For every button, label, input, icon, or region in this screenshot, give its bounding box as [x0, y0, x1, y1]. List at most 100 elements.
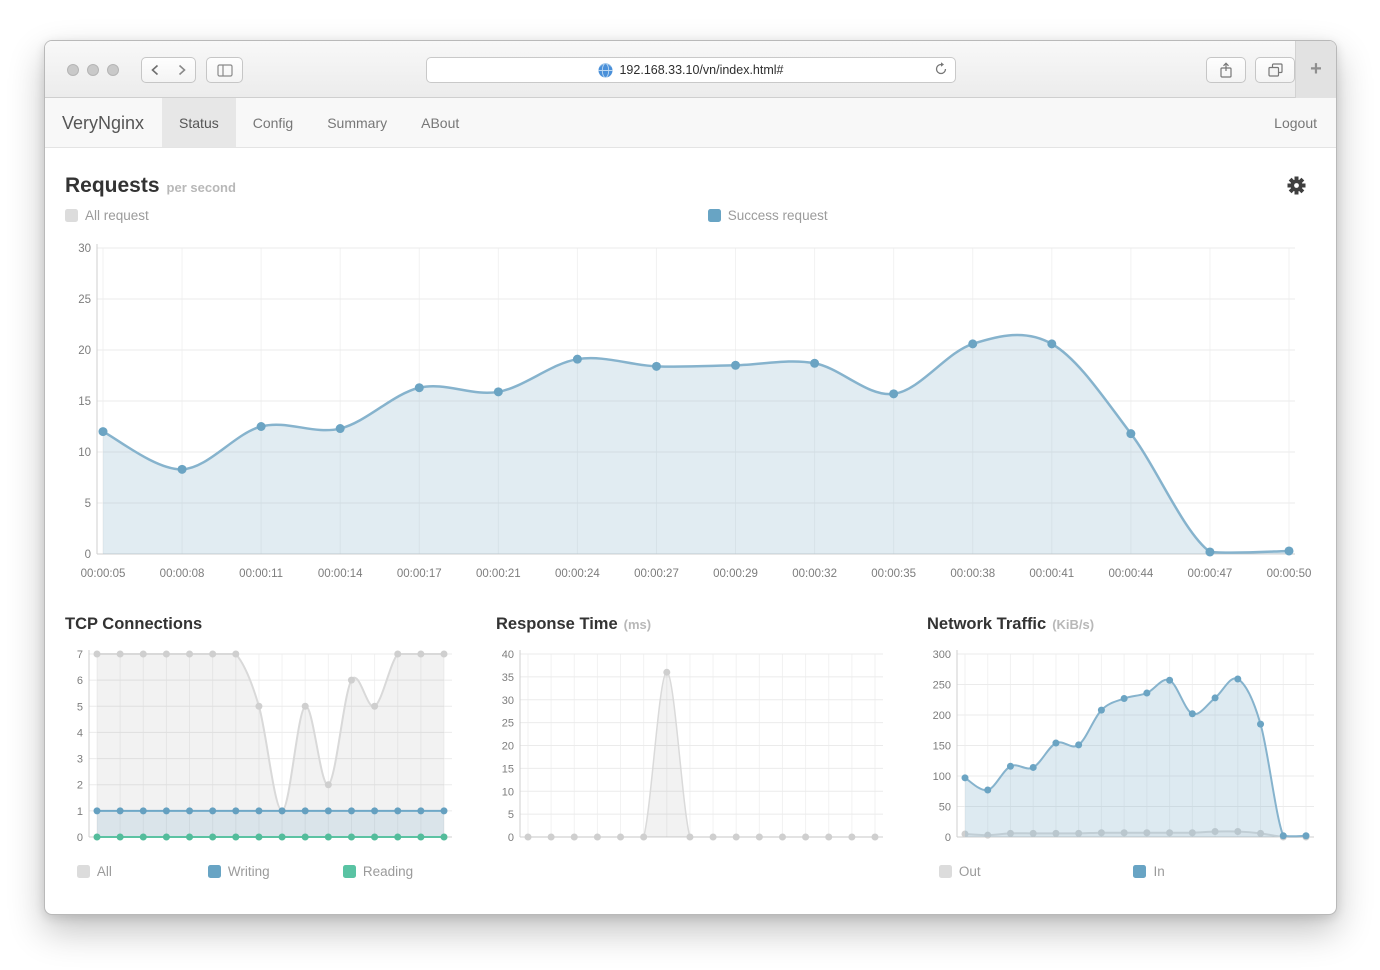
svg-text:7: 7: [77, 649, 83, 661]
svg-text:00:00:35: 00:00:35: [871, 568, 916, 580]
new-tab-button[interactable]: +: [1295, 41, 1336, 98]
legend-item-in[interactable]: In: [1133, 864, 1165, 879]
tcp-chart-svg: 0 1 2 3 4 5 6 7: [77, 649, 452, 844]
requests-header: Requests per second: [65, 174, 1318, 198]
nav-item-status[interactable]: Status: [162, 98, 236, 147]
svg-text:30: 30: [78, 243, 91, 255]
nav-item-summary[interactable]: Summary: [327, 115, 388, 131]
address-bar[interactable]: 192.168.33.10/vn/index.html#: [426, 57, 956, 83]
nav-item-about[interactable]: ABout: [421, 115, 460, 131]
svg-text:150: 150: [933, 741, 951, 753]
svg-text:5: 5: [77, 701, 83, 713]
svg-text:00:00:38: 00:00:38: [950, 568, 995, 580]
plus-icon: +: [1310, 58, 1322, 80]
minimize-window-button[interactable]: [87, 64, 99, 76]
tcp-chart: 0 1 2 3 4 5 6 7: [65, 644, 462, 854]
legend-item-writing[interactable]: Writing: [207, 864, 270, 879]
zoom-window-button[interactable]: [107, 64, 119, 76]
svg-text:3: 3: [77, 754, 83, 766]
svg-text:5: 5: [508, 809, 514, 821]
reload-button[interactable]: [934, 62, 948, 79]
svg-text:00:00:05: 00:00:05: [81, 568, 126, 580]
legend-item-all-request[interactable]: All request: [65, 208, 149, 223]
forward-button[interactable]: [168, 57, 196, 83]
svg-text:00:00:24: 00:00:24: [555, 568, 600, 580]
back-button[interactable]: [141, 57, 169, 83]
settings-gear-button[interactable]: [1287, 176, 1306, 200]
svg-text:00:00:29: 00:00:29: [713, 568, 758, 580]
share-icon: [1220, 62, 1232, 78]
svg-text:00:00:14: 00:00:14: [318, 568, 363, 580]
svg-text:0: 0: [945, 832, 951, 844]
svg-text:100: 100: [933, 771, 951, 783]
network-legend: Out In: [927, 864, 1324, 886]
requests-subtitle: per second: [166, 180, 236, 195]
svg-text:40: 40: [502, 649, 514, 661]
nav-item-config[interactable]: Config: [252, 115, 294, 131]
legend-label: All: [96, 864, 112, 879]
legend-label: Success request: [727, 208, 828, 223]
svg-text:00:00:08: 00:00:08: [160, 568, 205, 580]
svg-text:15: 15: [502, 763, 514, 775]
network-chart: 0 50 100 150 200 250 300: [927, 644, 1324, 854]
network-traffic-panel: Network Traffic (KiB/s) 0 50 100 150 200 250 3…: [927, 615, 1324, 886]
legend-item-all[interactable]: All: [76, 864, 112, 879]
gear-icon: [1287, 176, 1306, 195]
legend-swatch: [938, 865, 952, 878]
chevron-right-icon: [178, 64, 186, 76]
legend-swatch: [76, 865, 90, 878]
svg-text:00:00:27: 00:00:27: [634, 568, 679, 580]
svg-text:00:00:41: 00:00:41: [1029, 568, 1074, 580]
network-title: Network Traffic: [927, 615, 1047, 633]
legend-label: Out: [958, 864, 981, 879]
browser-toolbar: 192.168.33.10/vn/index.html# +: [45, 41, 1336, 98]
legend-item-out[interactable]: Out: [938, 864, 981, 879]
url-text: 192.168.33.10/vn/index.html#: [619, 63, 784, 77]
svg-text:200: 200: [933, 710, 951, 722]
legend-swatch: [207, 865, 221, 878]
brand-veryNginx[interactable]: VeryNginx: [62, 113, 145, 133]
svg-text:300: 300: [933, 649, 951, 661]
svg-text:00:00:21: 00:00:21: [476, 568, 521, 580]
legend-swatch: [707, 209, 721, 222]
response-time-panel: Response Time (ms) 0 5 10 15 20 25 30 35 40: [496, 615, 893, 886]
svg-text:20: 20: [78, 345, 91, 357]
sidebar-toggle-button[interactable]: [206, 57, 243, 83]
svg-text:00:00:44: 00:00:44: [1108, 568, 1153, 580]
svg-text:10: 10: [502, 786, 514, 798]
svg-text:50: 50: [939, 802, 951, 814]
close-window-button[interactable]: [67, 64, 79, 76]
legend-item-success-request[interactable]: Success request: [707, 208, 828, 223]
tabs-icon: [1267, 63, 1283, 77]
requests-title: Requests: [65, 174, 160, 197]
share-button[interactable]: [1206, 57, 1246, 83]
tcp-connections-panel: TCP Connections 0 1 2 3 4 5 6 7 All Writing Readi…: [65, 615, 462, 886]
window-controls: [67, 64, 119, 76]
svg-text:10: 10: [78, 447, 91, 459]
requests-legend: All request Success request: [65, 208, 1318, 234]
app-navbar: VeryNginx Status Config Summary ABout Lo…: [45, 98, 1336, 148]
tab-overview-button[interactable]: [1255, 57, 1295, 83]
legend-item-reading[interactable]: Reading: [342, 864, 414, 879]
small-charts-row: TCP Connections 0 1 2 3 4 5 6 7 All Writing Readi…: [65, 615, 1318, 886]
legend-label: Reading: [362, 864, 414, 879]
svg-text:5: 5: [85, 498, 91, 510]
svg-text:20: 20: [502, 741, 514, 753]
svg-text:00:00:50: 00:00:50: [1267, 568, 1312, 580]
svg-text:15: 15: [78, 396, 91, 408]
tcp-title: TCP Connections: [65, 615, 203, 633]
svg-text:00:00:11: 00:00:11: [239, 568, 283, 580]
svg-text:1: 1: [77, 806, 83, 818]
svg-text:35: 35: [502, 672, 514, 684]
svg-text:0: 0: [77, 832, 83, 844]
logout-link[interactable]: Logout: [1274, 115, 1317, 131]
sidebar-icon: [216, 63, 233, 77]
svg-text:00:00:47: 00:00:47: [1188, 568, 1233, 580]
svg-text:4: 4: [77, 727, 83, 739]
legend-label: All request: [85, 208, 149, 223]
requests-chart-svg: 0 5 10 15 20 25 30 00:00:05 00:00:08 00:00:11 00:0…: [78, 243, 1312, 580]
reload-icon: [935, 62, 947, 75]
requests-chart: 0 5 10 15 20 25 30 00:00:05 00:00:08 00:00:11 00:0…: [65, 234, 1318, 591]
svg-text:00:00:32: 00:00:32: [792, 568, 837, 580]
network-subtitle: (KiB/s): [1052, 617, 1095, 632]
